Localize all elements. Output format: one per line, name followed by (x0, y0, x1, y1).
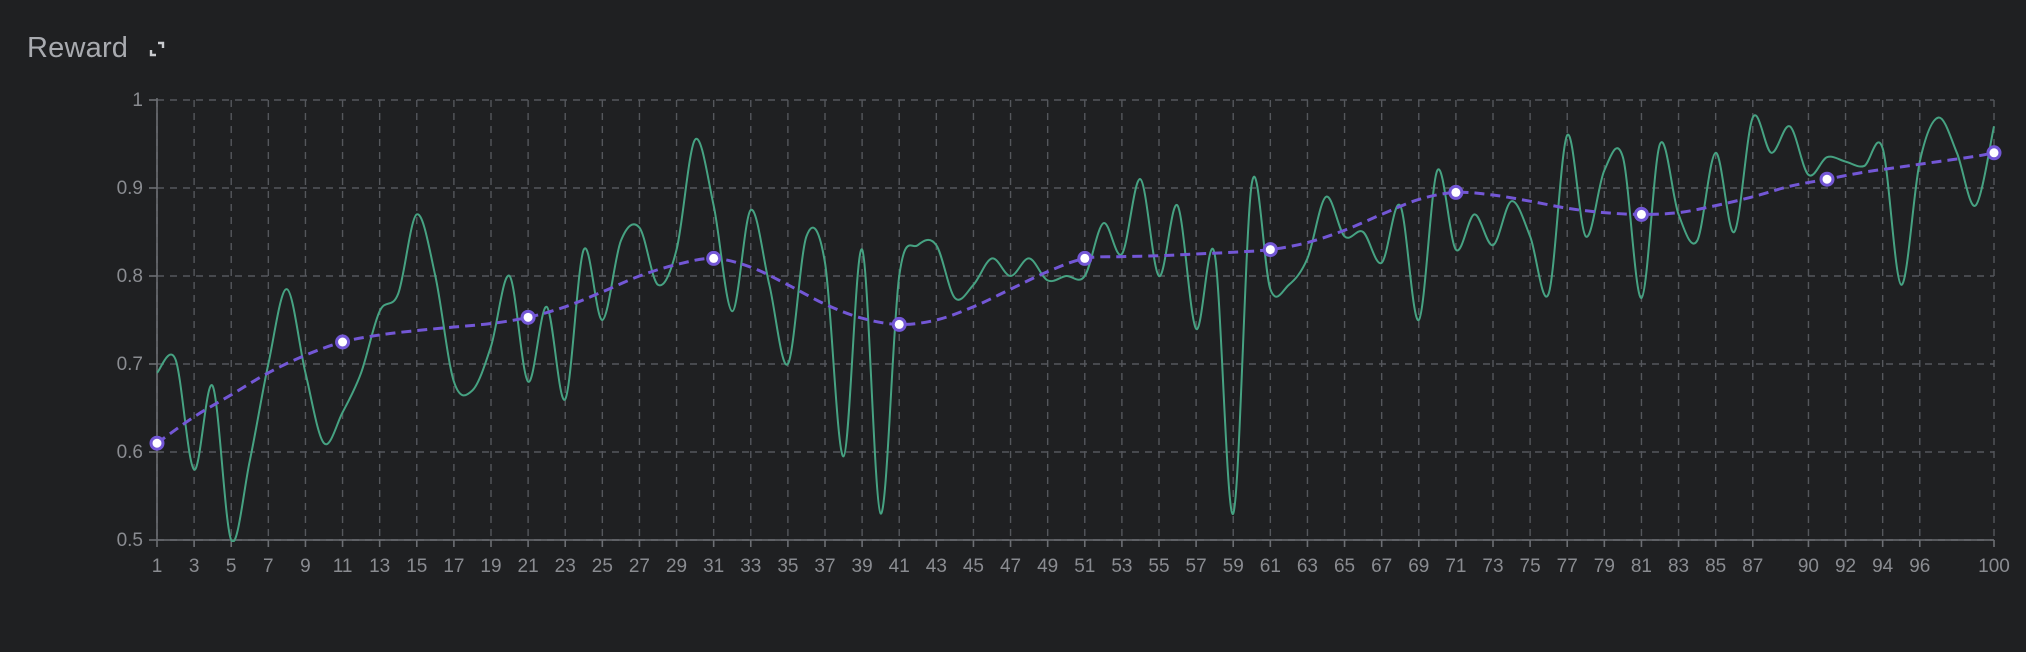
x-tick-label: 47 (1000, 556, 1021, 577)
x-tick-label: 61 (1260, 556, 1281, 577)
x-tick-label: 75 (1520, 556, 1541, 577)
x-tick-label: 59 (1223, 556, 1244, 577)
x-tick-label: 85 (1705, 556, 1726, 577)
x-tick-label: 1 (152, 556, 163, 577)
y-tick-label: 0.5 (117, 530, 143, 551)
smoothed-marker (1822, 174, 1832, 184)
x-tick-label: 94 (1872, 556, 1894, 577)
x-tick-label: 7 (263, 556, 274, 577)
x-tick-label: 29 (666, 556, 687, 577)
y-tick-label: 0.6 (117, 442, 143, 463)
panel-header: Reward (27, 32, 168, 65)
x-tick-label: 15 (406, 556, 427, 577)
x-tick-label: 67 (1371, 556, 1392, 577)
x-tick-label: 92 (1835, 556, 1856, 577)
y-tick-label: 0.8 (117, 266, 143, 287)
smoothed-marker (894, 319, 904, 329)
x-tick-label: 33 (740, 556, 761, 577)
x-tick-label: 43 (926, 556, 947, 577)
x-tick-label: 37 (814, 556, 835, 577)
x-tick-label: 39 (852, 556, 873, 577)
raw-reward-line (156, 114, 1995, 542)
smoothed-marker (1989, 148, 1999, 158)
x-tick-label: 45 (963, 556, 984, 577)
x-tick-label: 65 (1334, 556, 1355, 577)
x-tick-label: 77 (1557, 556, 1578, 577)
y-tick-label: 1 (132, 90, 143, 111)
smoothed-marker (1265, 245, 1275, 255)
x-tick-label: 25 (592, 556, 613, 577)
smoothed-marker (523, 312, 533, 322)
x-tick-label: 51 (1074, 556, 1095, 577)
x-tick-label: 69 (1408, 556, 1429, 577)
x-tick-label: 27 (629, 556, 650, 577)
smoothed-marker (1636, 209, 1646, 219)
smoothed-marker (1451, 187, 1461, 197)
x-tick-label: 57 (1186, 556, 1207, 577)
x-tick-label: 53 (1111, 556, 1132, 577)
smoothed-marker (338, 337, 348, 347)
x-tick-label: 17 (443, 556, 464, 577)
x-tick-label: 55 (1148, 556, 1169, 577)
panel-title: Reward (27, 32, 129, 64)
x-tick-label: 41 (889, 556, 910, 577)
smoothed-reward-line (156, 151, 1995, 445)
expand-icon[interactable] (146, 38, 168, 60)
x-tick-label: 96 (1909, 556, 1930, 577)
smoothed-marker (152, 438, 162, 448)
x-tick-label: 35 (777, 556, 798, 577)
x-tick-label: 100 (1978, 556, 2010, 577)
x-tick-label: 19 (480, 556, 501, 577)
x-tick-label: 9 (300, 556, 311, 577)
x-tick-label: 63 (1297, 556, 1318, 577)
x-tick-label: 5 (226, 556, 237, 577)
x-tick-label: 87 (1742, 556, 1763, 577)
x-tick-label: 13 (369, 556, 390, 577)
smoothed-marker (709, 253, 719, 263)
x-tick-label: 23 (555, 556, 576, 577)
y-tick-label: 0.9 (117, 178, 143, 199)
x-tick-label: 79 (1594, 556, 1615, 577)
x-tick-label: 31 (703, 556, 724, 577)
x-tick-label: 11 (333, 556, 353, 577)
x-tick-label: 90 (1798, 556, 1819, 577)
smoothed-marker (1080, 253, 1090, 263)
x-tick-label: 71 (1445, 556, 1466, 577)
x-tick-label: 83 (1668, 556, 1689, 577)
x-tick-label: 3 (189, 556, 200, 577)
x-tick-label: 49 (1037, 556, 1058, 577)
y-tick-label: 0.7 (117, 354, 143, 375)
x-tick-label: 73 (1482, 556, 1503, 577)
x-tick-label: 21 (518, 556, 539, 577)
x-tick-label: 81 (1631, 556, 1652, 577)
